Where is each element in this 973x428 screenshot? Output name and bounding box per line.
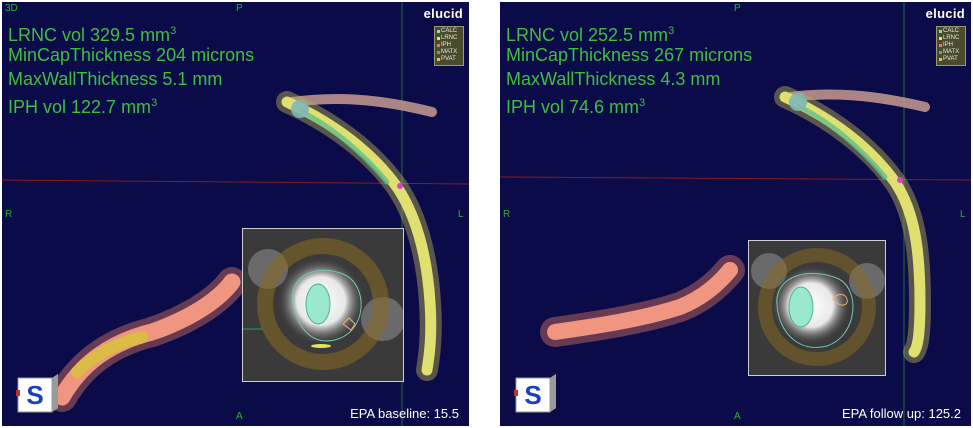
iph-volume: IPH vol 122.7 mm3 [8,97,158,117]
iph-volume: IPH vol 74.6 mm3 [506,97,646,117]
viewport-baseline[interactable]: LRNC vol 329.5 mm3 MinCapThickness 204 m… [2,2,469,426]
elucid-logo: elucid [925,6,965,21]
viewport-follow-up[interactable]: LRNC vol 252.5 mm3 MinCapThickness 267 m… [500,2,971,426]
orientation-bottom: A [236,411,243,422]
epa-score: EPA baseline: 15.5 [350,406,459,421]
vessel-render-3d[interactable] [500,2,971,426]
tissue-legend: CALC LRNC IPH MATX PVAT [434,26,464,66]
orientation-bottom: A [734,411,741,422]
cube-letter: S [524,380,542,410]
orientation-top: P [734,3,741,14]
tissue-legend: CALC LRNC IPH MATX PVAT [936,26,966,66]
vessel-render-3d[interactable] [2,2,469,426]
orientation-right: L [960,209,966,220]
view-label: 3D [5,3,18,14]
orientation-left: R [5,209,13,220]
orientation-cube[interactable]: S [16,372,60,414]
cross-section-inset[interactable] [242,228,404,382]
lrnc-volume: LRNC vol 329.5 mm3 [8,25,177,45]
orientation-top: P [236,3,243,14]
cube-letter: S [26,380,44,410]
lrnc-volume: LRNC vol 252.5 mm3 [506,25,675,45]
max-wall-thickness: MaxWallThickness 5.1 mm [8,69,223,89]
orientation-cube[interactable]: S [514,372,558,414]
min-cap-thickness: MinCapThickness 267 microns [506,45,753,65]
orientation-left: R [503,209,511,220]
max-wall-thickness: MaxWallThickness 4.3 mm [506,69,721,89]
cross-section-inset[interactable] [748,240,886,376]
orientation-right: L [458,209,464,220]
epa-score: EPA follow up: 125.2 [841,406,961,421]
elucid-logo: elucid [423,6,463,21]
min-cap-thickness: MinCapThickness 204 microns [8,45,255,65]
